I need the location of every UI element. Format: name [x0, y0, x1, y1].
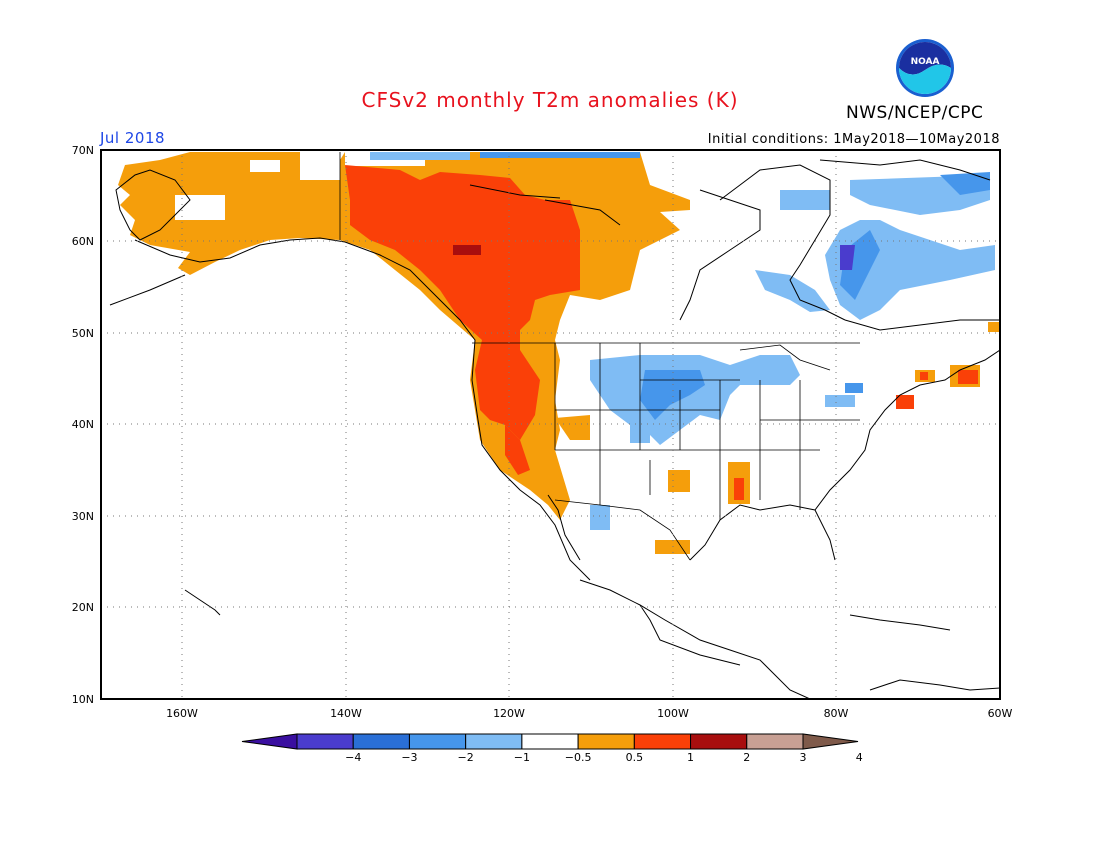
- valid-month: Jul 2018: [100, 129, 166, 147]
- legend-swatch: [633, 733, 692, 750]
- strong-warm-spot: [453, 245, 481, 255]
- map-frame: [100, 149, 1001, 700]
- warm-anomaly-spot: [988, 322, 1000, 332]
- legend-swatch: [690, 733, 748, 750]
- legend-swatch: [465, 733, 523, 750]
- lon-label: 80W: [824, 707, 849, 720]
- cool-anomaly-region: [755, 270, 830, 312]
- cool-anomaly-region: [640, 370, 705, 420]
- lat-label: 60N: [72, 235, 94, 248]
- legend-tick-label: −0.5: [565, 751, 592, 764]
- legend-swatch: [296, 733, 354, 750]
- agency-label: NWS/NCEP/CPC: [846, 103, 984, 123]
- lon-label: 140W: [330, 707, 362, 720]
- cool-anomaly-region: [370, 152, 470, 160]
- cool-anomaly-region: [480, 152, 640, 158]
- hot-anomaly-spot: [958, 370, 978, 384]
- legend-tick-label: 0.5: [626, 751, 644, 764]
- warm-anomaly-spot: [668, 470, 690, 492]
- warm-anomaly-region: [555, 415, 590, 440]
- initial-conditions: Initial conditions: 1May2018—10May2018: [707, 132, 1000, 147]
- hot-anomaly-spot: [920, 372, 928, 380]
- cool-anomaly-region: [840, 245, 855, 270]
- lat-label: 30N: [72, 510, 94, 523]
- hot-anomaly-region: [505, 425, 530, 475]
- lat-label: 40N: [72, 418, 94, 431]
- lon-label: 60W: [988, 707, 1013, 720]
- legend-tick-label: −2: [458, 751, 474, 764]
- cool-anomaly-region: [940, 172, 990, 195]
- lat-label: 10N: [72, 693, 94, 706]
- lat-label: 50N: [72, 327, 94, 340]
- lon-label: 160W: [166, 707, 198, 720]
- cool-anomaly-spot: [825, 395, 855, 407]
- cool-anomaly-spot: [845, 383, 863, 393]
- legend-tick-label: 4: [856, 751, 863, 764]
- hot-anomaly-spot: [896, 395, 914, 409]
- coastlines: [109, 159, 1000, 699]
- legend-tick-label: 3: [800, 751, 807, 764]
- neutral-gap: [175, 195, 225, 220]
- chart-title: CFSv2 monthly T2m anomalies (K): [361, 88, 739, 112]
- legend-swatch: [521, 733, 579, 750]
- hot-anomaly-spot: [734, 478, 744, 500]
- lon-label: 100W: [657, 707, 689, 720]
- legend-swatch: [408, 733, 467, 750]
- legend-tick-label: 1: [687, 751, 694, 764]
- borders: [339, 152, 860, 561]
- lat-label: 20N: [72, 601, 94, 614]
- lon-label: 120W: [493, 707, 525, 720]
- noaa-logo: NOAA: [896, 39, 954, 97]
- legend-swatch: [352, 733, 410, 750]
- legend-swatch: [577, 733, 635, 750]
- hot-anomaly-region: [345, 165, 580, 440]
- legend-tick-label: 2: [743, 751, 750, 764]
- legend-tick-label: −3: [401, 751, 417, 764]
- cool-anomaly-region: [780, 190, 830, 210]
- legend-arrow-high: [802, 733, 859, 750]
- color-legend: −4 −3 −2 −1 −0.5 0.5 1 2 3 4: [241, 733, 863, 764]
- legend-swatch: [746, 733, 804, 750]
- legend-tick-label: −1: [514, 751, 530, 764]
- noaa-logo-text: NOAA: [911, 57, 940, 67]
- cool-anomaly-region: [590, 355, 800, 445]
- lat-label: 70N: [72, 144, 94, 157]
- cool-anomaly-spot: [590, 505, 610, 530]
- neutral-gap: [250, 160, 280, 172]
- neutral-gap: [300, 160, 340, 180]
- legend-arrow-low: [241, 733, 298, 750]
- legend-tick-label: −4: [345, 751, 361, 764]
